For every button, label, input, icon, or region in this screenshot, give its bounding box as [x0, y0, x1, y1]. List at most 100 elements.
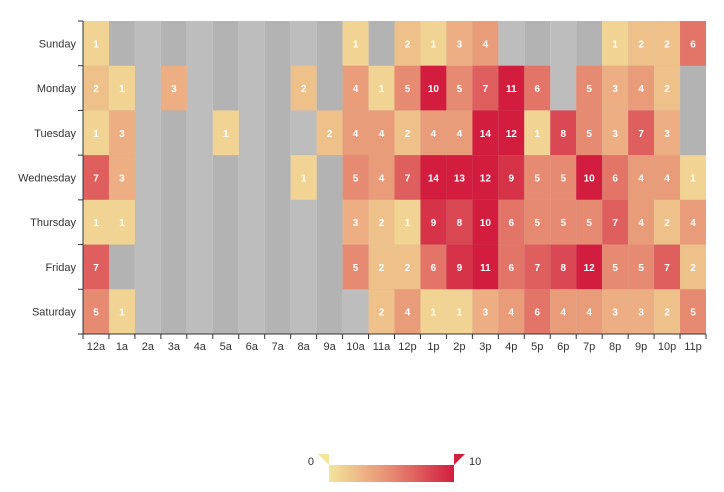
heatmap-cell[interactable] — [498, 199, 525, 245]
heatmap-cell[interactable] — [628, 199, 655, 245]
heatmap-cell[interactable] — [550, 110, 577, 156]
heatmap-cell[interactable] — [680, 155, 706, 200]
heatmap-cell[interactable] — [342, 199, 369, 245]
heatmap-cell[interactable] — [602, 65, 629, 111]
heatmap-cell[interactable] — [342, 21, 369, 66]
heatmap-cell[interactable] — [108, 65, 135, 111]
heatmap-cell[interactable] — [680, 289, 706, 334]
heatmap-cell[interactable] — [524, 199, 551, 245]
heatmap-cell[interactable] — [342, 244, 369, 290]
heatmap-cell[interactable] — [394, 110, 421, 156]
heatmap-cell[interactable] — [368, 289, 395, 334]
heatmap-cell[interactable] — [680, 244, 706, 290]
heatmap-cell[interactable] — [342, 65, 369, 111]
heatmap-cell[interactable] — [394, 244, 421, 290]
heatmap-cell[interactable] — [576, 155, 603, 200]
heatmap-cell[interactable] — [550, 155, 577, 200]
heatmap-cell[interactable] — [654, 110, 681, 156]
heatmap-cell[interactable] — [472, 289, 499, 334]
heatmap-cell[interactable] — [602, 199, 629, 245]
heatmap-cell[interactable] — [108, 110, 135, 156]
heatmap-cell[interactable] — [498, 155, 525, 200]
heatmap-cell[interactable] — [550, 289, 577, 334]
heatmap-cell[interactable] — [576, 244, 603, 290]
heatmap-cell[interactable] — [83, 199, 109, 245]
heatmap-cell[interactable] — [368, 110, 395, 156]
heatmap-cell[interactable] — [368, 244, 395, 290]
heatmap-cell[interactable] — [576, 110, 603, 156]
heatmap-cell[interactable] — [290, 65, 317, 111]
heatmap-cell[interactable] — [342, 155, 369, 200]
heatmap-cell[interactable] — [446, 110, 473, 156]
heatmap-cell[interactable] — [524, 110, 551, 156]
heatmap-cell[interactable] — [420, 21, 447, 66]
heatmap-cell[interactable] — [420, 65, 447, 111]
heatmap-cell[interactable] — [420, 244, 447, 290]
heatmap-cell[interactable] — [394, 289, 421, 334]
heatmap-cell[interactable] — [342, 110, 369, 156]
heatmap-cell[interactable] — [524, 155, 551, 200]
heatmap-cell[interactable] — [316, 110, 343, 156]
heatmap-cell[interactable] — [290, 155, 317, 200]
heatmap-cell[interactable] — [472, 199, 499, 245]
legend-min-handle[interactable] — [318, 454, 329, 465]
heatmap-cell[interactable] — [420, 155, 447, 200]
heatmap-cell[interactable] — [83, 244, 109, 290]
heatmap-cell[interactable] — [446, 155, 473, 200]
heatmap-cell[interactable] — [394, 155, 421, 200]
heatmap-cell[interactable] — [446, 244, 473, 290]
heatmap-cell[interactable] — [472, 110, 499, 156]
heatmap-cell[interactable] — [472, 244, 499, 290]
heatmap-cell[interactable] — [472, 65, 499, 111]
heatmap-cell[interactable] — [108, 199, 135, 245]
heatmap-cell[interactable] — [472, 21, 499, 66]
heatmap-cell[interactable] — [680, 21, 706, 66]
heatmap-cell[interactable] — [628, 289, 655, 334]
heatmap-cell[interactable] — [654, 244, 681, 290]
heatmap-cell[interactable] — [160, 65, 187, 111]
heatmap-cell[interactable] — [550, 244, 577, 290]
heatmap-cell[interactable] — [602, 289, 629, 334]
heatmap-cell[interactable] — [576, 65, 603, 111]
visual-map-legend[interactable]: 0 10 — [308, 454, 481, 482]
heatmap-cell[interactable] — [680, 199, 706, 245]
heatmap-cell[interactable] — [394, 21, 421, 66]
heatmap-cell[interactable] — [446, 21, 473, 66]
heatmap-cell[interactable] — [654, 21, 681, 66]
heatmap-cell[interactable] — [420, 110, 447, 156]
heatmap-cell[interactable] — [628, 65, 655, 111]
heatmap-cell[interactable] — [420, 289, 447, 334]
heatmap-cell[interactable] — [602, 244, 629, 290]
heatmap-cell[interactable] — [628, 155, 655, 200]
heatmap-cell[interactable] — [446, 65, 473, 111]
heatmap-cell[interactable] — [576, 199, 603, 245]
heatmap-cell[interactable] — [394, 199, 421, 245]
heatmap-cell[interactable] — [524, 289, 551, 334]
heatmap-cell[interactable] — [576, 289, 603, 334]
heatmap-cell[interactable] — [498, 110, 525, 156]
heatmap-cell[interactable] — [654, 65, 681, 111]
heatmap-cell[interactable] — [394, 65, 421, 111]
heatmap-cell[interactable] — [498, 65, 525, 111]
heatmap-cell[interactable] — [368, 155, 395, 200]
heatmap-cell[interactable] — [83, 289, 109, 334]
heatmap-cell[interactable] — [420, 199, 447, 245]
heatmap-cell[interactable] — [550, 199, 577, 245]
heatmap-cell[interactable] — [654, 289, 681, 334]
heatmap-cell[interactable] — [498, 289, 525, 334]
legend-gradient-bar[interactable] — [329, 465, 454, 482]
heatmap-cell[interactable] — [83, 155, 109, 200]
heatmap-cell[interactable] — [212, 110, 239, 156]
heatmap-cell[interactable] — [108, 155, 135, 200]
heatmap-cell[interactable] — [654, 199, 681, 245]
heatmap-cell[interactable] — [628, 21, 655, 66]
legend-max-handle[interactable] — [454, 454, 465, 465]
heatmap-cell[interactable] — [602, 21, 629, 66]
heatmap-cell[interactable] — [524, 244, 551, 290]
heatmap-cell[interactable] — [83, 110, 109, 156]
heatmap-cell[interactable] — [524, 65, 551, 111]
heatmap-cell[interactable] — [83, 21, 109, 66]
heatmap-cell[interactable] — [108, 289, 135, 334]
heatmap-cell[interactable] — [368, 199, 395, 245]
heatmap-cell[interactable] — [83, 65, 109, 111]
